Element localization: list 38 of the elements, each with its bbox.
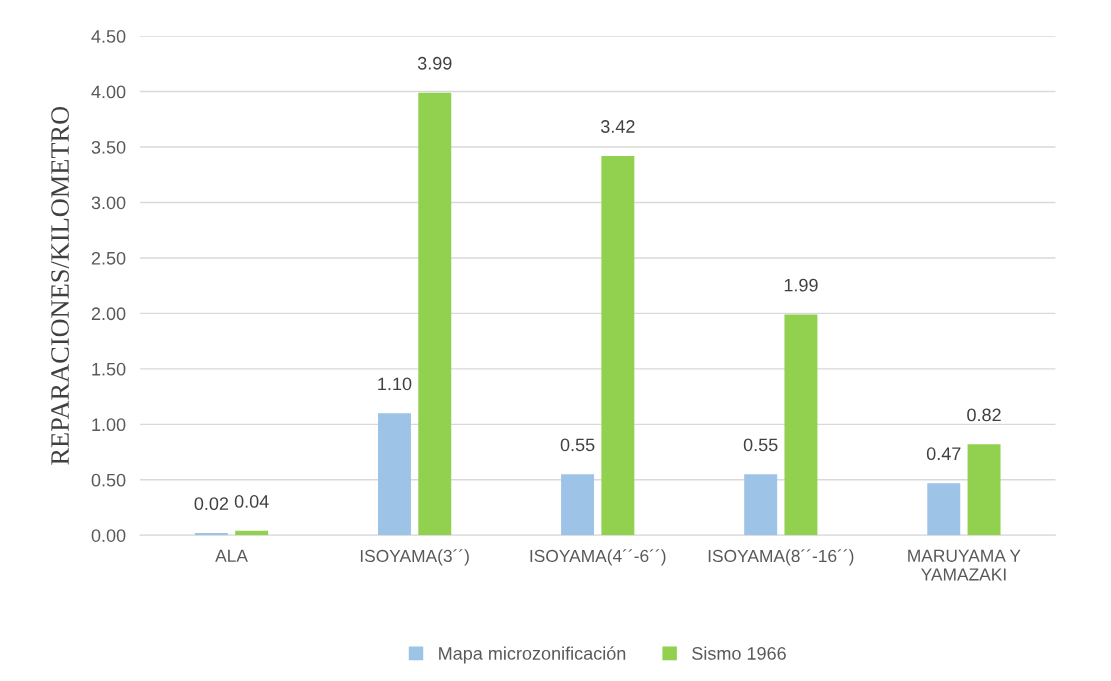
data-label: 0.02 [194,497,229,511]
bar [744,474,778,536]
bar [418,92,452,536]
data-label: 3.99 [417,56,452,70]
y-tick-label: 3.50 [91,140,126,154]
data-label: 0.55 [743,438,778,452]
y-tick-label: 4.00 [91,85,126,99]
data-label: 0.55 [560,438,595,452]
bar [378,413,411,536]
x-tick-label: ALA [215,549,248,562]
x-tick-label: ISOYAMA(8´´-16´´) [708,549,854,566]
y-tick-label: 3.00 [91,196,126,210]
bar [967,444,1001,536]
data-label: 0.04 [234,495,269,508]
bar [784,314,818,536]
bar [561,474,595,536]
bar [235,530,269,536]
legend-label: Mapa microzonificación [439,646,626,664]
data-label: 0.82 [967,408,1001,422]
data-label: 0.47 [926,447,961,461]
y-tick-label: 2.50 [91,251,126,265]
legend-label: Sismo 1966 [692,646,786,660]
y-tick-label: 0.50 [91,473,126,487]
x-tick-label: ISOYAMA(3´´) [360,549,469,566]
y-tick-label: 0.00 [91,529,126,542]
y-tick-label: 1.00 [92,418,126,432]
data-label: 3.42 [600,120,635,133]
x-tick-label: ISOYAMA(4´´-6´´) [530,549,666,566]
bar [601,155,635,536]
data-label: 1.99 [784,278,818,292]
y-tick-label: 1.50 [92,362,126,376]
x-tick-label: MARUYAMA Y YAMAZAKI [908,549,1021,581]
bar [194,533,228,536]
bar [927,483,961,536]
y-tick-label: 4.50 [91,30,126,43]
y-axis-title: REPARACIONES/KILOMETRO [51,106,69,465]
y-tick-label: 2.00 [91,307,126,321]
data-label: 1.10 [378,377,412,391]
